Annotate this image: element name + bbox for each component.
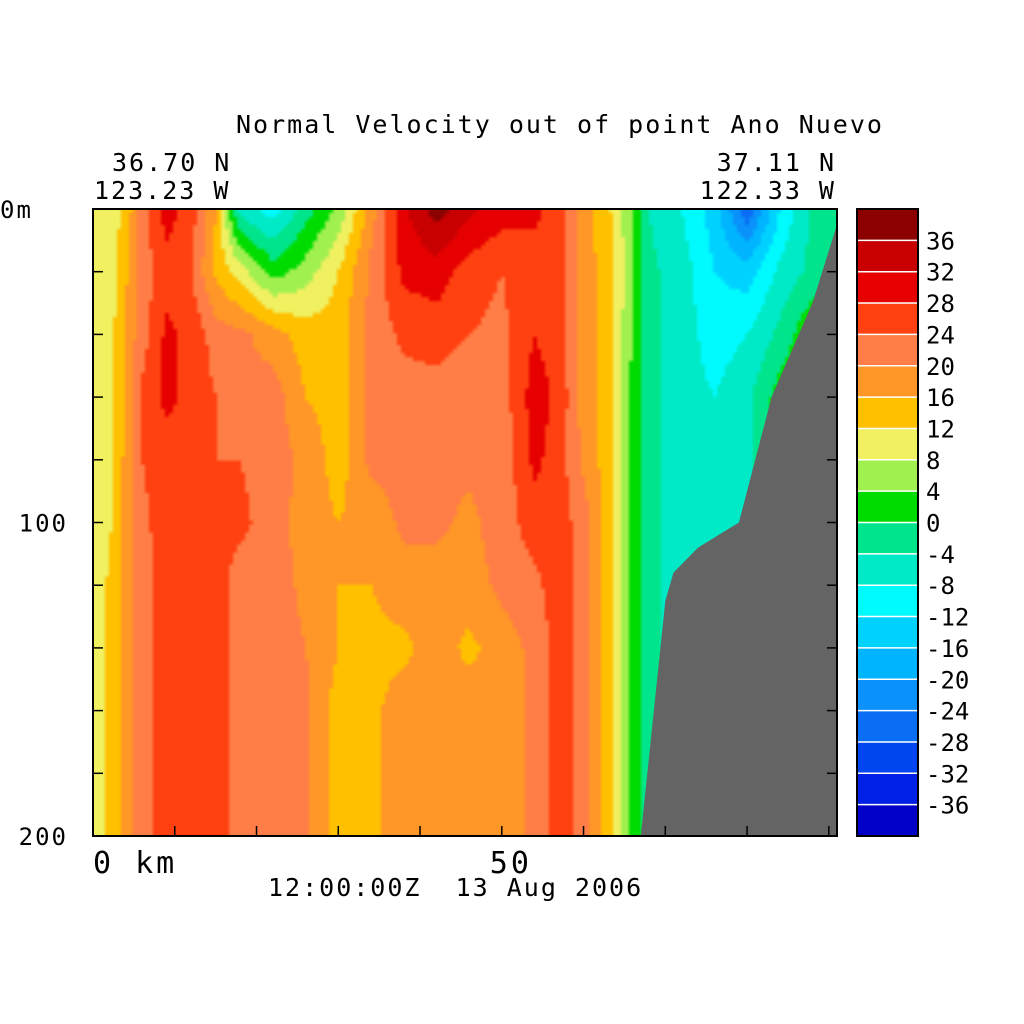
colorbar-swatch [857, 647, 918, 680]
colorbar-label: 20 [926, 353, 955, 381]
colorbar-swatch [857, 303, 918, 335]
left-endpoint-longitude: 123.23 W [94, 176, 231, 205]
colorbar-label: -28 [926, 729, 969, 757]
axis-ticks [92, 208, 837, 837]
colorbar: 36 32 28 24 20 16 12 8 4 0 -4 -8 -12 -16 -20 -24 -28 -32 -… [856, 208, 969, 837]
colorbar-swatch [857, 553, 918, 586]
colorbar-swatch [857, 585, 918, 617]
colorbar-frame [856, 208, 919, 837]
colorbar-swatch [857, 491, 918, 523]
colorbar-swatch [857, 397, 918, 429]
y-tick-label: 200 [19, 823, 68, 851]
right-endpoint-latitude: 37.11 N [716, 148, 836, 177]
colorbar-label: -16 [926, 635, 969, 663]
colorbar-swatch [857, 334, 918, 366]
axis-labels: 0 km 50 0m 100 200 [0, 196, 532, 881]
colorbar-label: -8 [926, 572, 955, 600]
colorbar-swatch [857, 679, 918, 711]
colorbar-swatch [857, 616, 918, 648]
colorbar-label: 12 [926, 415, 955, 443]
colorbar-swatch [857, 428, 918, 460]
x-tick-label: 0 km [93, 846, 177, 881]
colorbar-label: -24 [926, 698, 969, 726]
colorbar-swatch [857, 804, 918, 836]
colorbar-label: -20 [926, 666, 969, 694]
colorbar-label: 4 [926, 478, 940, 506]
colorbar-label: 28 [926, 290, 955, 318]
colorbar-swatch [857, 773, 918, 805]
colorbar-label: 24 [926, 321, 955, 349]
x-tick-label: 50 [490, 846, 532, 881]
colorbar-label: 16 [926, 384, 955, 412]
colorbar-label: -32 [926, 760, 969, 788]
colorbar-swatch [857, 459, 918, 492]
colorbar-label: 8 [926, 447, 940, 475]
left-endpoint-latitude: 36.70 N [112, 148, 232, 177]
colorbar-swatch [857, 365, 918, 398]
colorbar-label: -12 [926, 604, 969, 632]
right-endpoint-longitude: 122.33 W [699, 176, 836, 205]
colorbar-label: -36 [926, 792, 969, 820]
y-tick-label: 100 [19, 510, 68, 538]
colorbar-label: 32 [926, 259, 955, 287]
colorbar-label: 36 [926, 227, 955, 255]
colorbar-swatch [857, 522, 918, 554]
y-tick-label: 0m [0, 196, 33, 224]
chart-timestamp: 12:00:00Z 13 Aug 2006 [268, 873, 644, 902]
colorbar-swatch [857, 209, 918, 241]
colorbar-swatch [857, 271, 918, 304]
chart-title: Normal Velocity out of point Ano Nuevo [236, 110, 884, 139]
colorbar-label: 0 [926, 510, 940, 538]
colorbar-label: -4 [926, 541, 955, 569]
bottom-terrain [640, 224, 837, 836]
colorbar-swatch [857, 240, 918, 272]
colorbar-swatch [857, 741, 918, 774]
colorbar-swatch [857, 710, 918, 742]
